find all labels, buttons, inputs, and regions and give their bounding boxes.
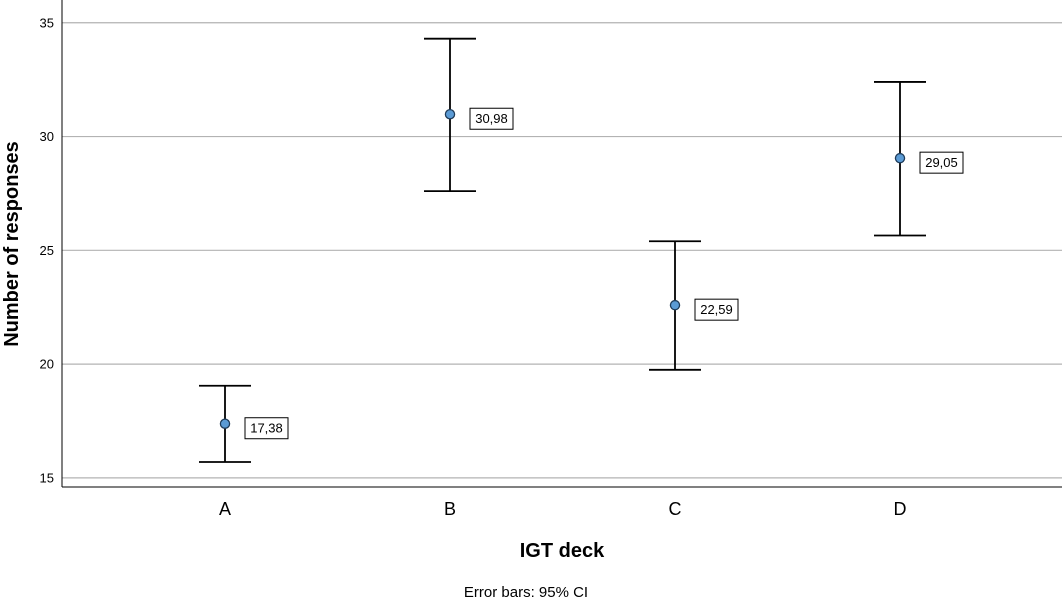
data-label-box-A: [244, 417, 289, 440]
data-label-B: 30,98: [475, 111, 508, 126]
mean-point-C: [669, 299, 681, 311]
y-tick-labels: 15 20 25 30 35: [40, 15, 54, 485]
y-tick-label: 35: [40, 15, 54, 30]
y-tick-label: 25: [40, 243, 54, 258]
x-tick-label-D: D: [894, 499, 907, 519]
x-tick-label-C: C: [669, 499, 682, 519]
error-bar-group-A: 17,38: [199, 384, 289, 463]
data-label-A: 17,38: [250, 421, 283, 436]
x-axis-title: IGT deck: [520, 540, 605, 562]
data-label-box-B: [469, 107, 514, 130]
mean-point-A: [219, 418, 231, 429]
error-bar-group-B: 30,98: [424, 37, 514, 193]
x-tick-label-B: B: [444, 499, 456, 519]
mean-point-D: [894, 152, 906, 164]
data-label-C: 22,59: [700, 302, 733, 317]
x-tick-labels: A B C D: [219, 499, 907, 519]
mean-point-B: [444, 108, 456, 120]
error-bar-note: Error bars: 95% CI: [464, 584, 588, 601]
y-tick-label: 20: [40, 357, 54, 372]
y-tick-label: 30: [40, 129, 54, 144]
data-label-D: 29,05: [925, 155, 958, 170]
gridlines: [62, 22, 1062, 479]
data-label-box-C: [694, 298, 739, 321]
axes: [61, 0, 1062, 488]
y-tick-label: 15: [40, 470, 54, 485]
y-axis-title: Number of responses: [1, 141, 23, 347]
data-label-box-D: [919, 151, 964, 174]
series-means: 17,38 30,98 22,59 29,05: [199, 37, 964, 463]
error-bar-group-C: 22,59: [649, 240, 739, 371]
error-bar-group-D: 29,05: [874, 81, 964, 237]
x-tick-label-A: A: [219, 499, 231, 519]
